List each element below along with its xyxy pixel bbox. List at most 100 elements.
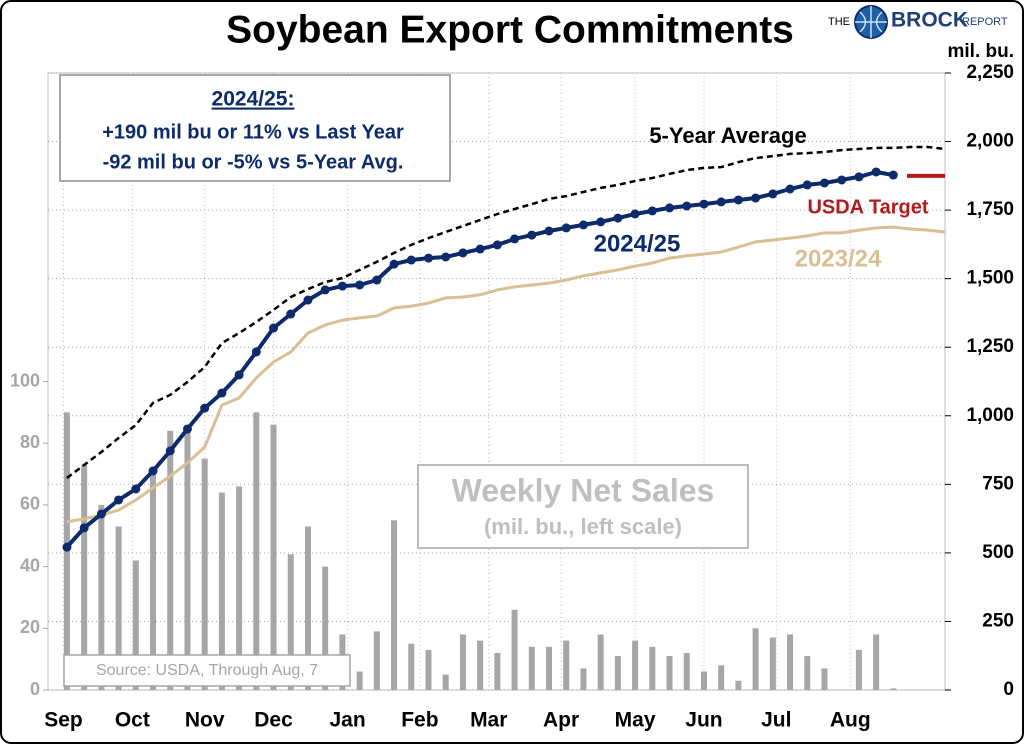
- annotation-heading: 2024/25:: [212, 88, 295, 111]
- x-tick-label: Dec: [254, 709, 293, 732]
- y-tick-label: 80: [20, 432, 40, 452]
- line: [66, 145, 946, 479]
- x-tick-label: May: [615, 709, 656, 732]
- marker: [613, 213, 623, 223]
- bar: [873, 634, 880, 690]
- marker: [527, 230, 537, 240]
- series-label: 5-Year Average: [649, 123, 806, 148]
- bar: [718, 665, 725, 690]
- bar: [821, 668, 828, 690]
- marker: [682, 201, 692, 211]
- bar: [528, 646, 535, 690]
- annotation-line: -92 mil bu or -5% vs 5-Year Avg.: [103, 151, 404, 173]
- y2-axis-label: mil. bu.: [948, 41, 1015, 62]
- bar: [546, 646, 553, 690]
- marker: [871, 167, 881, 177]
- series-label: 2023/24: [795, 245, 882, 272]
- marker: [200, 403, 210, 413]
- bar: [81, 464, 88, 690]
- marker: [182, 424, 192, 434]
- bar: [459, 634, 466, 690]
- y2-tick-label: 2,250: [966, 62, 1014, 83]
- marker: [802, 180, 812, 190]
- bar: [408, 643, 415, 690]
- logo-post: REPORT: [962, 16, 1008, 28]
- bar: [855, 649, 862, 690]
- marker: [578, 220, 588, 230]
- marker: [114, 495, 124, 505]
- marker: [320, 285, 330, 295]
- bar: [494, 652, 501, 690]
- marker: [630, 209, 640, 219]
- bar-series-label: Weekly Net Sales: [452, 472, 715, 508]
- marker: [337, 281, 347, 291]
- marker: [406, 255, 416, 265]
- x-tick-label: Nov: [185, 709, 225, 732]
- bar: [270, 424, 277, 690]
- marker: [647, 206, 657, 216]
- y2-tick-label: 0: [1003, 679, 1014, 700]
- bar: [477, 640, 484, 690]
- bar-label-box: Weekly Net Sales (mil. bu., left scale): [417, 464, 749, 549]
- bar: [167, 430, 174, 690]
- plot: 0 250 500 750 1,000 1,250 1,500 1,750 2,000 2,250…: [10, 62, 1014, 732]
- x-tick-label: Mar: [470, 709, 507, 732]
- marker: [79, 523, 89, 533]
- x-tick-label: Feb: [401, 709, 438, 732]
- bar: [132, 560, 139, 690]
- bar: [683, 652, 690, 690]
- source-box: Source: USDA, Through Aug, 7: [63, 654, 351, 687]
- bar: [287, 554, 294, 690]
- marker: [286, 309, 296, 319]
- marker: [837, 175, 847, 185]
- source: Source: USDA, Through Aug, 7: [96, 662, 318, 679]
- x-tick-label: Jul: [761, 709, 791, 732]
- marker: [492, 240, 502, 250]
- bar-series-note: (mil. bu., left scale): [484, 514, 682, 539]
- y-tick-label: 100: [10, 370, 40, 390]
- marker: [217, 388, 227, 398]
- bar: [666, 656, 673, 690]
- y-tick-label: 60: [20, 494, 40, 514]
- marker: [96, 509, 106, 519]
- x-tick-label: Sep: [44, 709, 83, 732]
- bar: [563, 640, 570, 690]
- marker: [372, 275, 382, 285]
- marker: [441, 252, 451, 262]
- y-tick-label: 20: [20, 617, 40, 637]
- x-tick-label: Apr: [543, 709, 579, 732]
- marker: [854, 172, 864, 182]
- series-label: 2024/25: [594, 230, 681, 257]
- marker: [561, 223, 571, 233]
- bar: [201, 458, 208, 690]
- x-tick-label: Jan: [329, 709, 365, 732]
- source-frame: [63, 654, 351, 687]
- marker: [751, 193, 761, 203]
- x-tick-label: Aug: [830, 709, 871, 732]
- bar: [890, 688, 897, 690]
- marker: [251, 347, 261, 357]
- marker: [269, 323, 279, 333]
- y2-tick-label: 1,250: [966, 336, 1014, 357]
- x-tick-label: Jun: [685, 709, 722, 732]
- bar: [322, 566, 329, 690]
- bar: [787, 634, 794, 690]
- annotation-box: 2024/25: +190 mil bu or 11% vs Last Year…: [59, 74, 451, 182]
- bar: [218, 492, 225, 690]
- bar: [356, 671, 363, 690]
- bar-label-frame: [417, 464, 749, 549]
- y2-tick-label: 1,000: [966, 405, 1014, 426]
- y2-tick-label: 1,750: [966, 199, 1014, 220]
- marker: [819, 178, 829, 188]
- marker: [355, 280, 365, 290]
- bar: [150, 470, 157, 690]
- marker: [148, 466, 158, 476]
- y2-tick-label: 2,000: [966, 131, 1014, 152]
- marker: [733, 195, 743, 205]
- marker: [665, 203, 675, 213]
- bar: [804, 656, 811, 690]
- y2-tick-label: 1,500: [966, 268, 1014, 289]
- bar: [98, 504, 105, 690]
- bar: [115, 526, 122, 690]
